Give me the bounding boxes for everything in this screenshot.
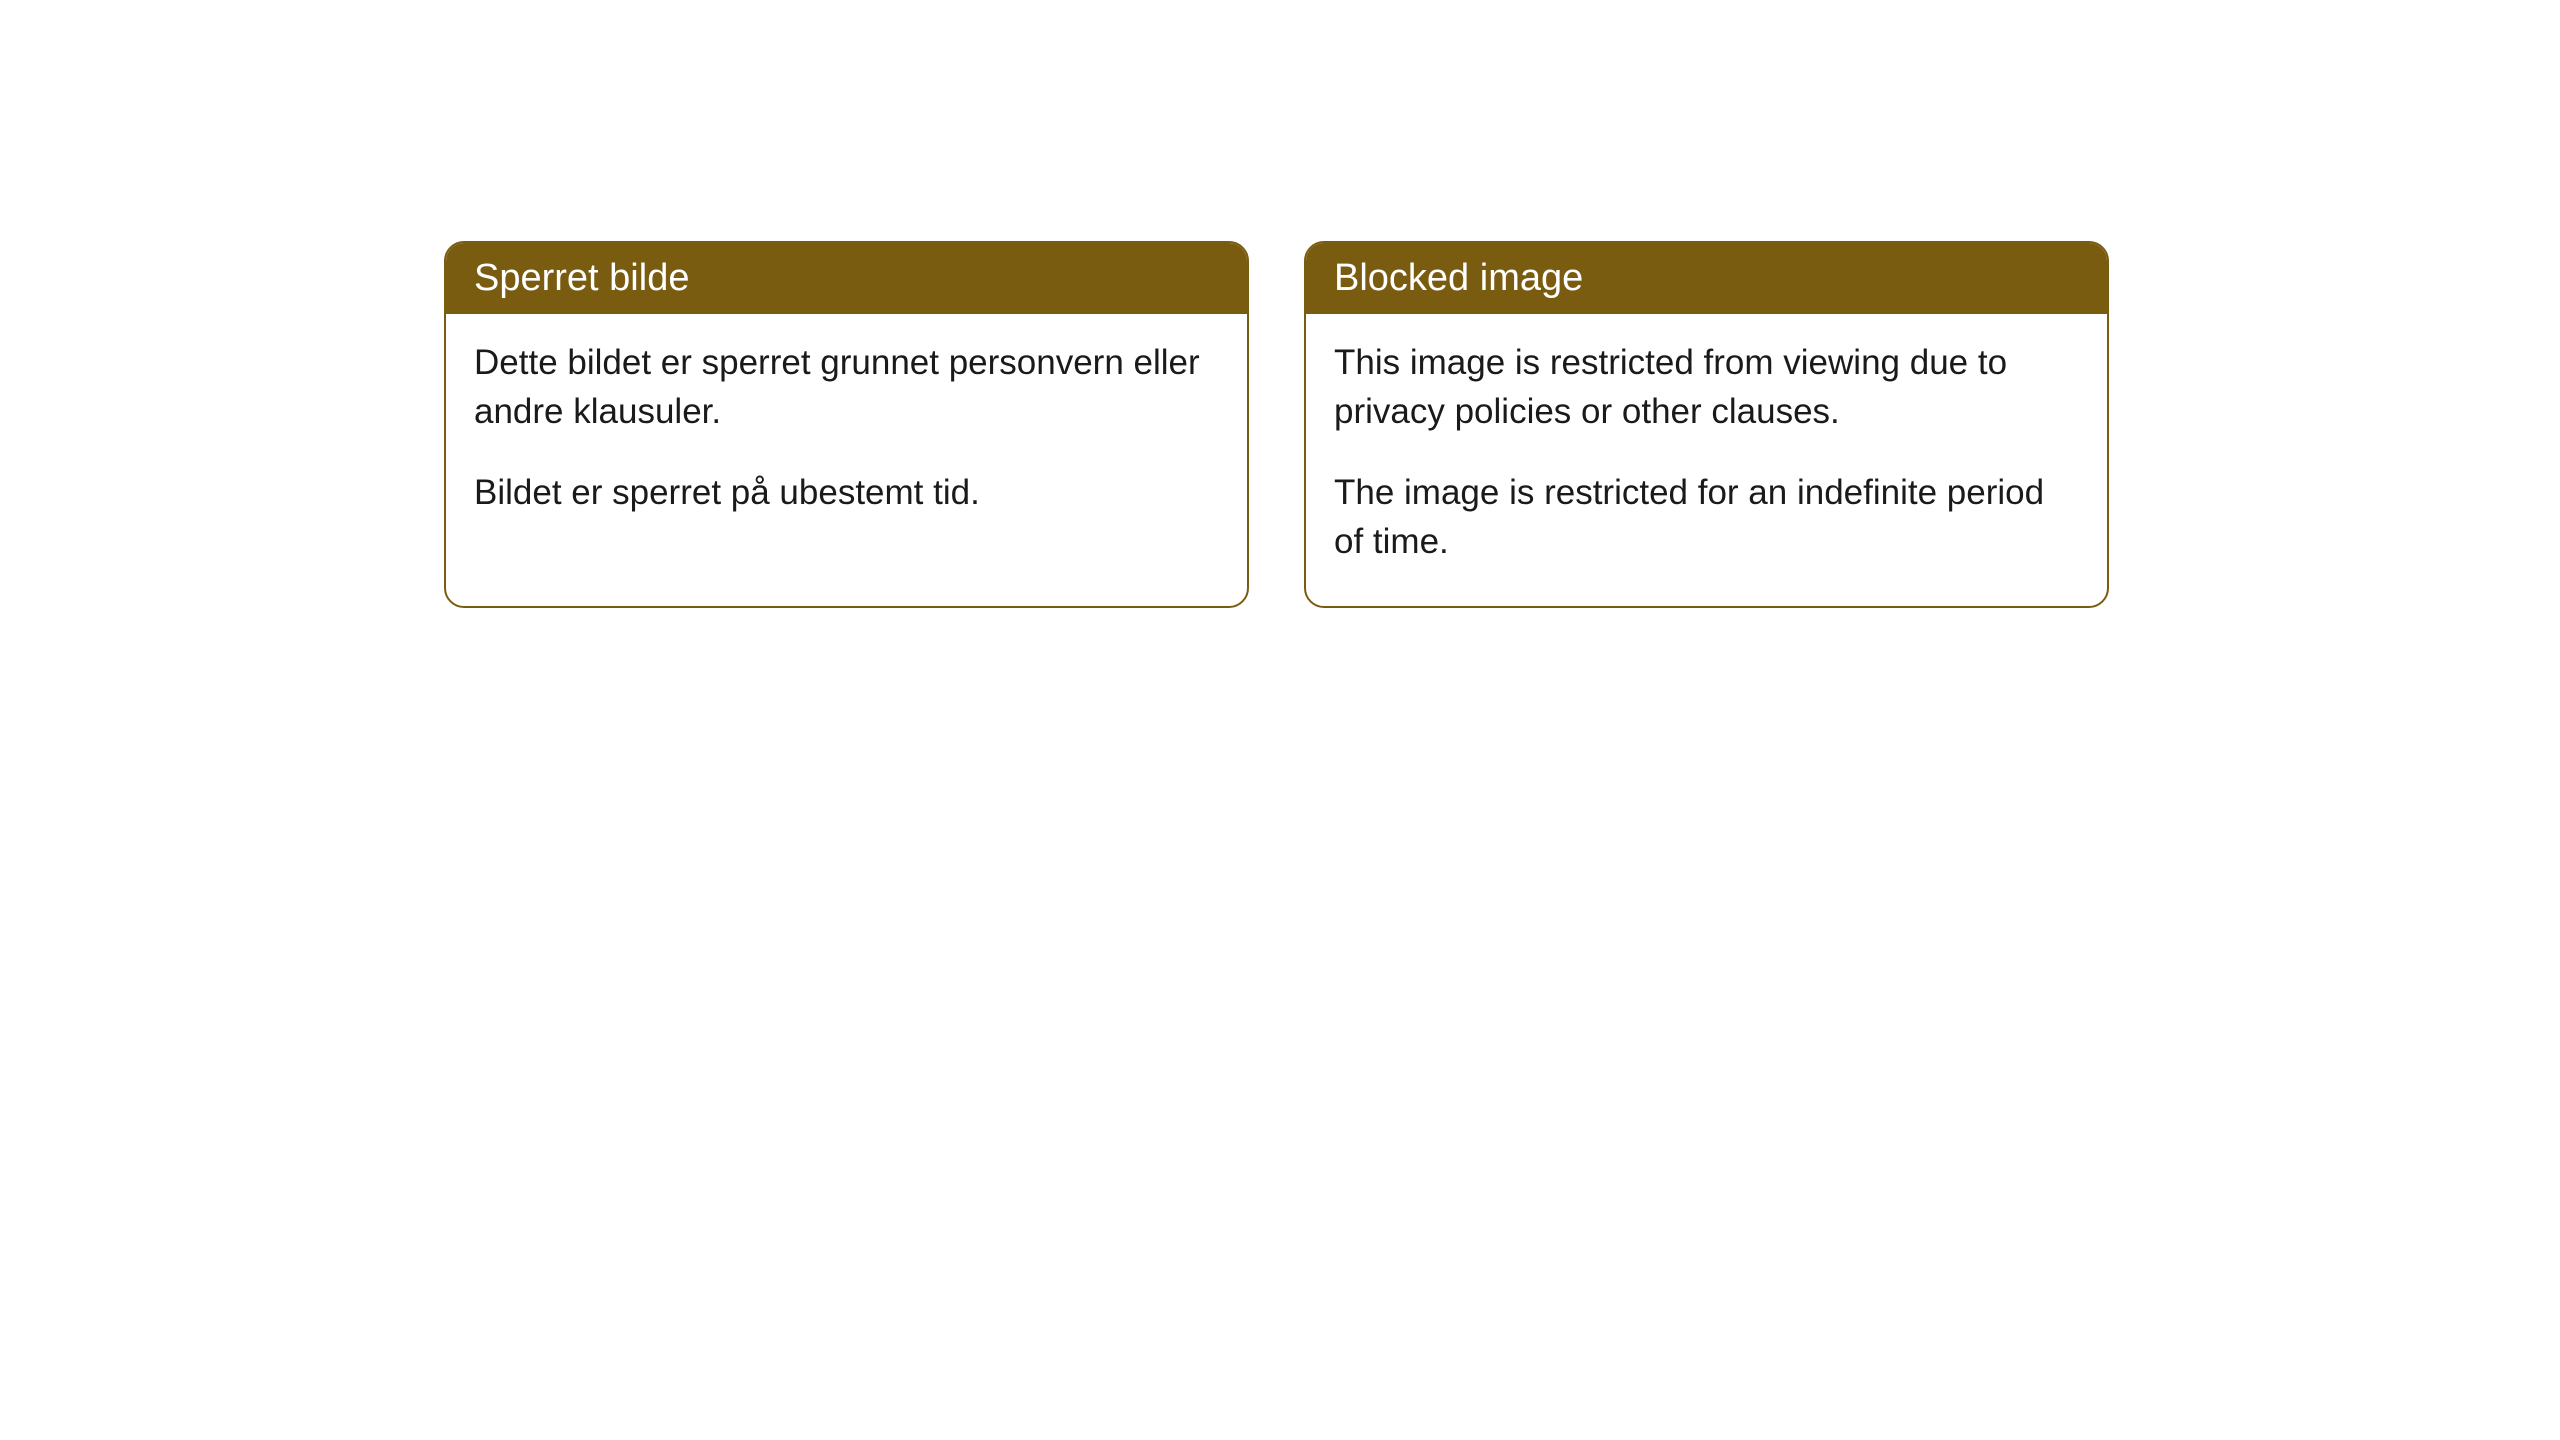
notice-card-norwegian: Sperret bilde Dette bildet er sperret gr… (444, 241, 1249, 608)
card-title: Sperret bilde (446, 243, 1247, 314)
card-paragraph: This image is restricted from viewing du… (1334, 338, 2079, 436)
card-paragraph: The image is restricted for an indefinit… (1334, 468, 2079, 566)
notice-card-english: Blocked image This image is restricted f… (1304, 241, 2109, 608)
card-title: Blocked image (1306, 243, 2107, 314)
card-paragraph: Bildet er sperret på ubestemt tid. (474, 468, 1219, 517)
card-body: Dette bildet er sperret grunnet personve… (446, 314, 1247, 557)
card-paragraph: Dette bildet er sperret grunnet personve… (474, 338, 1219, 436)
notice-cards-container: Sperret bilde Dette bildet er sperret gr… (444, 241, 2109, 608)
card-body: This image is restricted from viewing du… (1306, 314, 2107, 606)
